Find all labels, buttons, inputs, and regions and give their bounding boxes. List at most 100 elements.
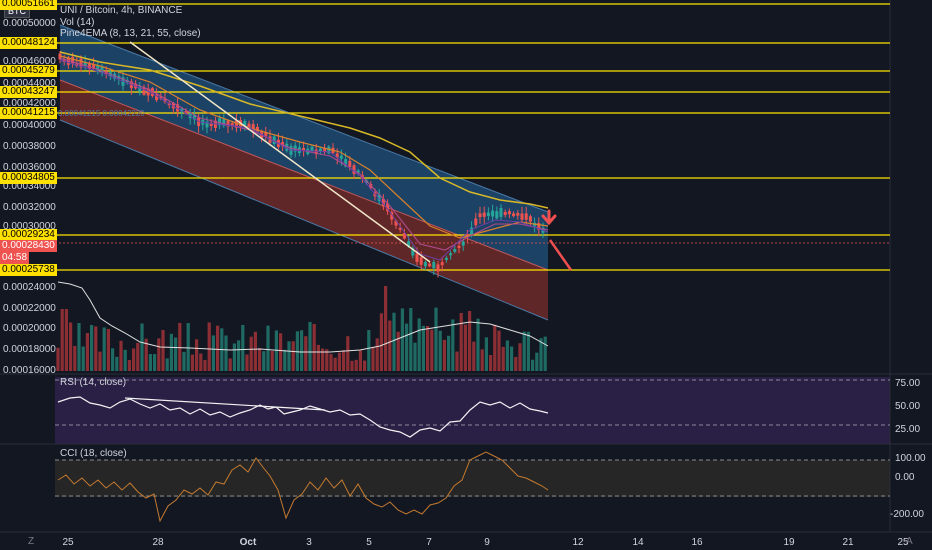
volume-bar (140, 323, 144, 371)
volume-bar (182, 351, 186, 371)
volume-bar (316, 344, 320, 371)
candle (314, 149, 318, 155)
candle (197, 117, 201, 127)
volume-bar (203, 359, 207, 371)
level-tag: 0.00045279 (0, 65, 57, 77)
candle (444, 257, 448, 260)
volume-bar (115, 356, 119, 371)
candle (512, 213, 516, 217)
rsi-legend[interactable]: RSI (14, close) (60, 377, 127, 388)
volume-bar (346, 336, 350, 371)
volume-bar (447, 335, 451, 371)
volume-bar (174, 337, 178, 371)
volume-bar (136, 342, 140, 371)
candle (92, 64, 96, 69)
volume-bar (195, 339, 199, 371)
candle (478, 213, 482, 218)
ema-8-line (59, 59, 549, 261)
candle (234, 120, 238, 128)
candle (87, 63, 91, 70)
candle (213, 120, 217, 128)
cci-tick: -200.00 (890, 509, 924, 520)
volume-bar (388, 320, 392, 371)
volume-bar (245, 354, 249, 371)
candle (507, 211, 511, 215)
time-tick: 14 (632, 537, 644, 548)
volume-bar (489, 354, 493, 371)
candle (415, 253, 419, 262)
volume-bar (413, 342, 417, 371)
price-tick: 0.00016000 (3, 365, 56, 376)
level-tag: 0.00034805 (0, 172, 57, 184)
candle (327, 146, 331, 154)
level-tag: 0.00048124 (0, 37, 57, 49)
volume-bar (279, 333, 283, 371)
volume-bar (111, 348, 115, 371)
volume-bars (56, 286, 547, 371)
candle (352, 165, 356, 174)
volume-bar (384, 286, 388, 371)
candle (159, 96, 163, 99)
volume-bar (253, 331, 257, 371)
candle (230, 123, 234, 126)
ema-55-line (59, 51, 549, 209)
volume-bar (178, 322, 182, 371)
candle (318, 148, 322, 152)
volume-bar (60, 309, 64, 371)
candle (407, 241, 411, 247)
volume-bar (510, 346, 514, 371)
volume-bar (505, 340, 509, 371)
volume-bar (409, 308, 413, 371)
candle (528, 216, 532, 222)
timezone-icon[interactable]: Z (28, 536, 35, 547)
candle (251, 124, 255, 132)
candle (457, 245, 461, 249)
cci-legend[interactable]: CCI (18, close) (60, 448, 127, 459)
cci-line (57, 451, 549, 523)
time-tick: 12 (572, 537, 584, 548)
candle (218, 118, 222, 126)
current-price-tag: 0.00028430 (0, 240, 57, 252)
volume-bar (543, 336, 547, 371)
volume-bar (405, 323, 409, 371)
volume-bar (190, 354, 194, 371)
ema-legend[interactable]: Pine4EMA (8, 13, 21, 55, close) (60, 28, 201, 39)
candle (66, 57, 70, 65)
volume-bar (354, 359, 358, 371)
candle (356, 170, 360, 173)
volume-bar (438, 330, 442, 371)
candle (440, 262, 444, 266)
volume-bar (132, 348, 136, 371)
volume-bar (241, 324, 245, 371)
candle (520, 213, 524, 220)
volume-bar (400, 308, 404, 371)
auto-scale-icon[interactable]: A (906, 536, 913, 547)
volume-bar (308, 321, 312, 371)
candle (176, 104, 180, 112)
candle (205, 121, 209, 128)
volume-bar (228, 358, 232, 371)
volume-bar (232, 343, 236, 371)
volume-bar (476, 318, 480, 371)
volume-bar (300, 330, 304, 371)
candle (394, 220, 398, 226)
candle (226, 120, 230, 127)
candle (482, 212, 486, 217)
candle (264, 132, 268, 137)
volume-bar (329, 353, 333, 371)
volume-bar (325, 349, 329, 371)
volume-bar (312, 324, 316, 371)
volume-bar (518, 343, 522, 371)
volume-legend[interactable]: Vol (14) (60, 17, 95, 28)
volume-bar (157, 338, 161, 371)
candle (142, 87, 146, 95)
candle (222, 119, 226, 126)
volume-bar (56, 347, 60, 371)
volume-bar (64, 309, 68, 371)
candle (348, 160, 352, 168)
volume-bar (102, 327, 106, 371)
candle (243, 120, 247, 127)
volume-bar (539, 338, 543, 371)
candle (247, 123, 251, 129)
